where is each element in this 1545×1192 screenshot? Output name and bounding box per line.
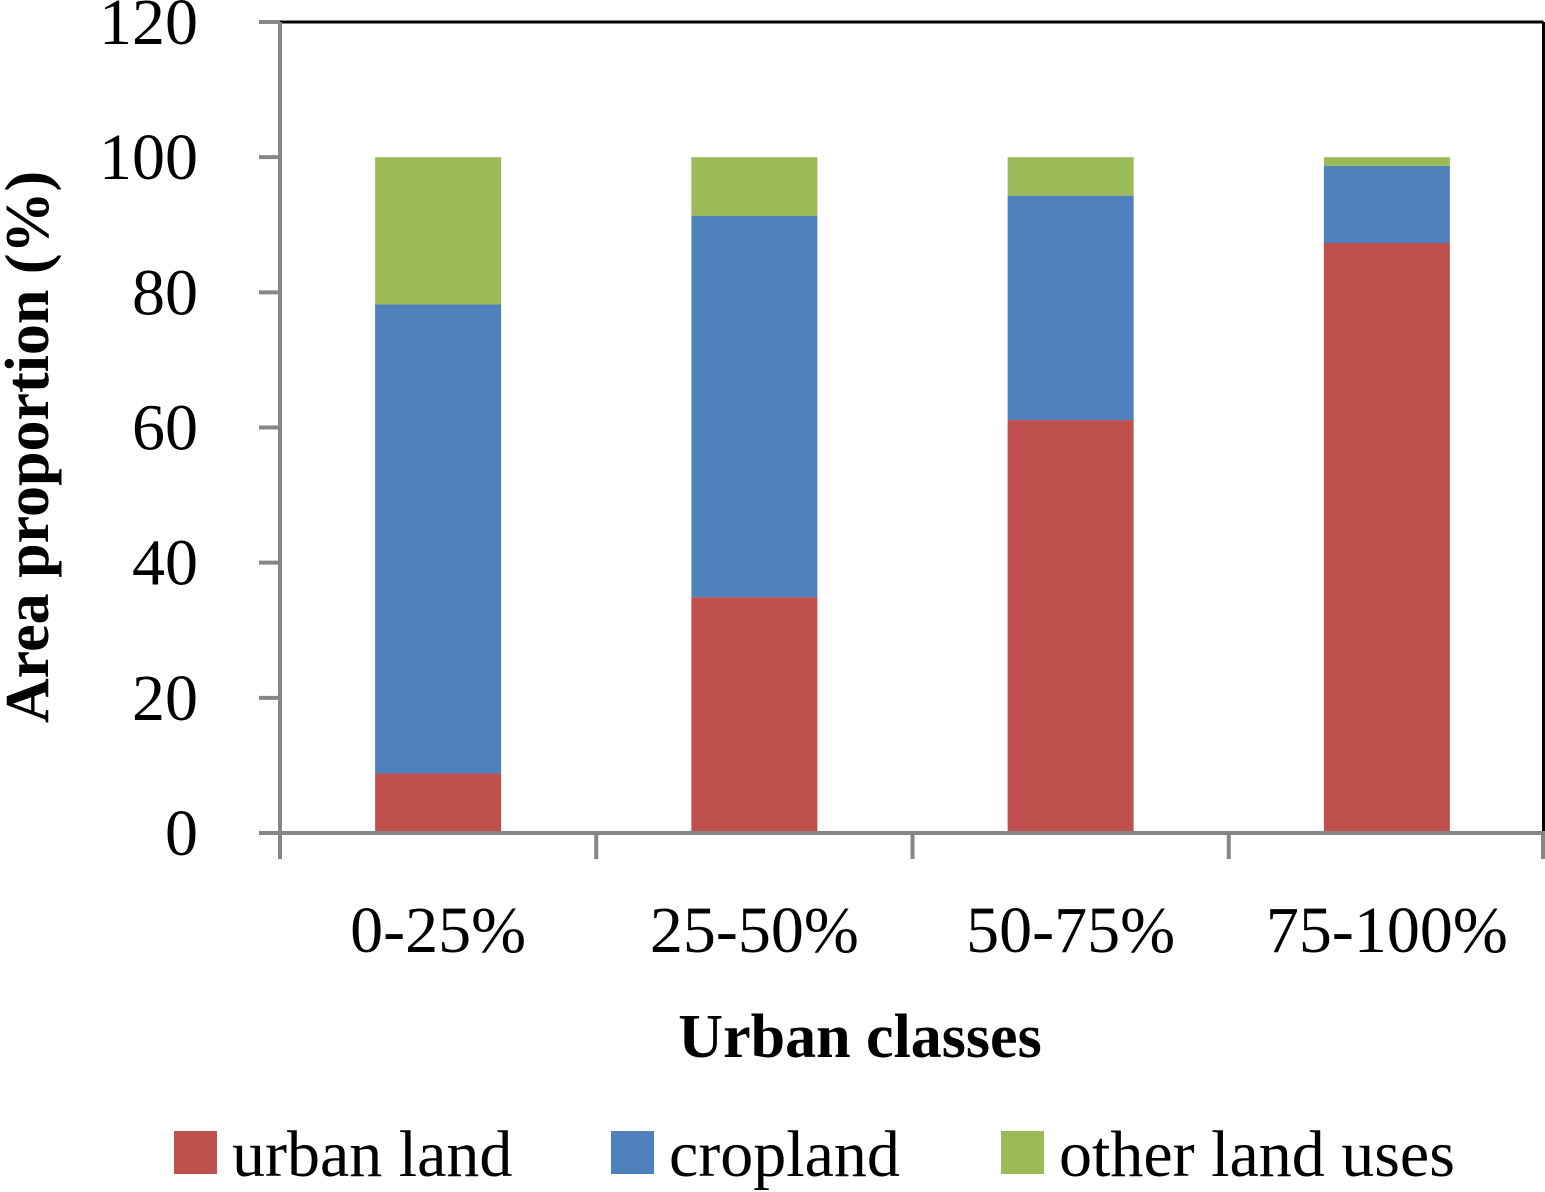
x-tick-label: 75-100% xyxy=(1266,894,1508,967)
legend-swatch xyxy=(174,1131,217,1174)
x-tick-label: 50-75% xyxy=(966,894,1175,967)
legend-swatch xyxy=(611,1131,654,1174)
bar-other-land-uses-2 xyxy=(691,157,818,216)
bar-cropland-1 xyxy=(375,304,502,774)
bar-cropland-4 xyxy=(1323,165,1450,243)
legend: urban land cropland other land uses xyxy=(174,1118,1455,1191)
bar-urban-land-3 xyxy=(1007,420,1134,833)
x-axis-title: Urban classes xyxy=(678,1003,1041,1071)
y-tick-label: 80 xyxy=(132,256,198,329)
y-tick-label: 100 xyxy=(99,121,198,194)
bar-urban-land-4 xyxy=(1323,242,1450,833)
y-tick-label: 0 xyxy=(165,797,198,870)
bar-other-land-uses-3 xyxy=(1007,157,1134,196)
legend-item-other-land-uses: other land uses xyxy=(1001,1118,1455,1191)
y-tick-label: 20 xyxy=(132,662,198,735)
x-tick-label: 0-25% xyxy=(350,894,526,967)
legend-label: urban land xyxy=(232,1118,512,1191)
y-axis-title: Area proportion (%) xyxy=(0,171,62,723)
bar-cropland-3 xyxy=(1007,195,1134,421)
bar-cropland-2 xyxy=(691,215,818,598)
bar-urban-land-1 xyxy=(375,773,502,833)
bar-urban-land-2 xyxy=(691,597,818,833)
y-tick-labels: 0 20 40 60 80 100 120 xyxy=(99,0,198,870)
legend-swatch xyxy=(1001,1131,1044,1174)
axes xyxy=(259,20,1545,859)
bar-other-land-uses-4 xyxy=(1323,157,1450,166)
y-tick-label: 120 xyxy=(99,0,198,59)
legend-label: cropland xyxy=(669,1118,900,1191)
legend-label: other land uses xyxy=(1059,1118,1455,1191)
legend-item-urban-land: urban land xyxy=(174,1118,512,1191)
bar-other-land-uses-1 xyxy=(375,157,502,305)
bars xyxy=(375,157,1450,833)
y-tick-label: 40 xyxy=(132,527,198,600)
legend-item-cropland: cropland xyxy=(611,1118,900,1191)
x-tick-labels: 0-25% 25-50% 50-75% 75-100% xyxy=(350,894,1508,967)
x-tick-label: 25-50% xyxy=(650,894,859,967)
y-tick-label: 60 xyxy=(132,392,198,465)
